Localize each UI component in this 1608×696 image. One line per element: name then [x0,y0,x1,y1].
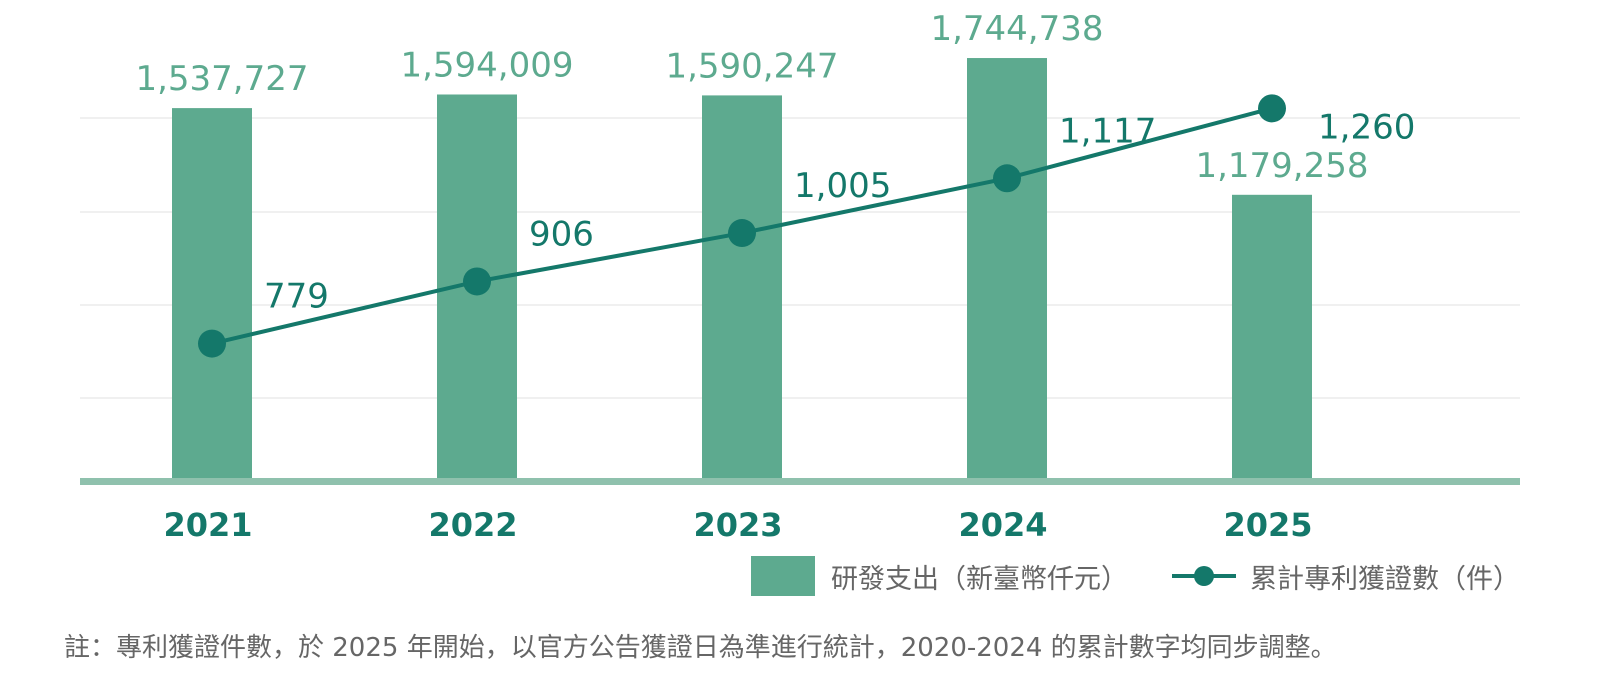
patent-value-label-2021: 779 [264,277,329,317]
legend-bar-label: 研發支出（新臺幣仟元） [831,563,1128,595]
patent-value-label-2023: 1,005 [794,166,891,206]
bar-2025 [1232,194,1312,480]
legend-item-rd-spending: 研發支出（新臺幣仟元） [751,556,1128,596]
patent-point-2023 [728,219,756,248]
legend-line-swatch [1172,556,1236,596]
chart: 1,537,727 1,594,009 1,590,247 1,744,738 1,17… [80,9,1520,544]
bar-2023 [702,95,782,480]
legend-item-patents: 累計專利獲證數（件） [1172,556,1520,596]
x-tick-label-2022: 2022 [428,506,517,544]
bar-value-label-2024: 1,744,738 [930,9,1103,49]
patent-value-label-2024: 1,117 [1059,111,1156,151]
legend-bar-swatch [751,556,815,596]
patent-point-2021 [198,329,226,358]
bar-value-label-2022: 1,594,009 [400,45,573,85]
bar-2024 [967,58,1047,480]
patent-point-2024 [993,164,1021,193]
patent-point-2022 [463,267,491,296]
x-tick-label-2025: 2025 [1223,506,1312,544]
patent-value-label-2022: 906 [529,214,594,254]
legend-line-label: 累計專利獲證數（件） [1250,563,1520,595]
footnote: 註：專利獲證件數，於 2025 年開始，以官方公告獲證日為準進行統計，2020-… [64,633,1337,663]
bar-value-label-2021: 1,537,727 [135,59,308,99]
x-axis-baseline [80,478,1520,485]
legend: 研發支出（新臺幣仟元） 累計專利獲證數（件） [751,556,1520,596]
x-tick-label-2021: 2021 [163,506,252,544]
x-tick-label-2023: 2023 [693,506,782,544]
patent-point-2025 [1258,94,1286,123]
patent-value-label-2025: 1,260 [1318,107,1415,147]
bar-value-label-2023: 1,590,247 [665,46,838,86]
x-tick-label-2024: 2024 [958,506,1047,544]
bar-value-label-2025: 1,179,258 [1195,146,1368,186]
bar-2021 [172,108,252,480]
